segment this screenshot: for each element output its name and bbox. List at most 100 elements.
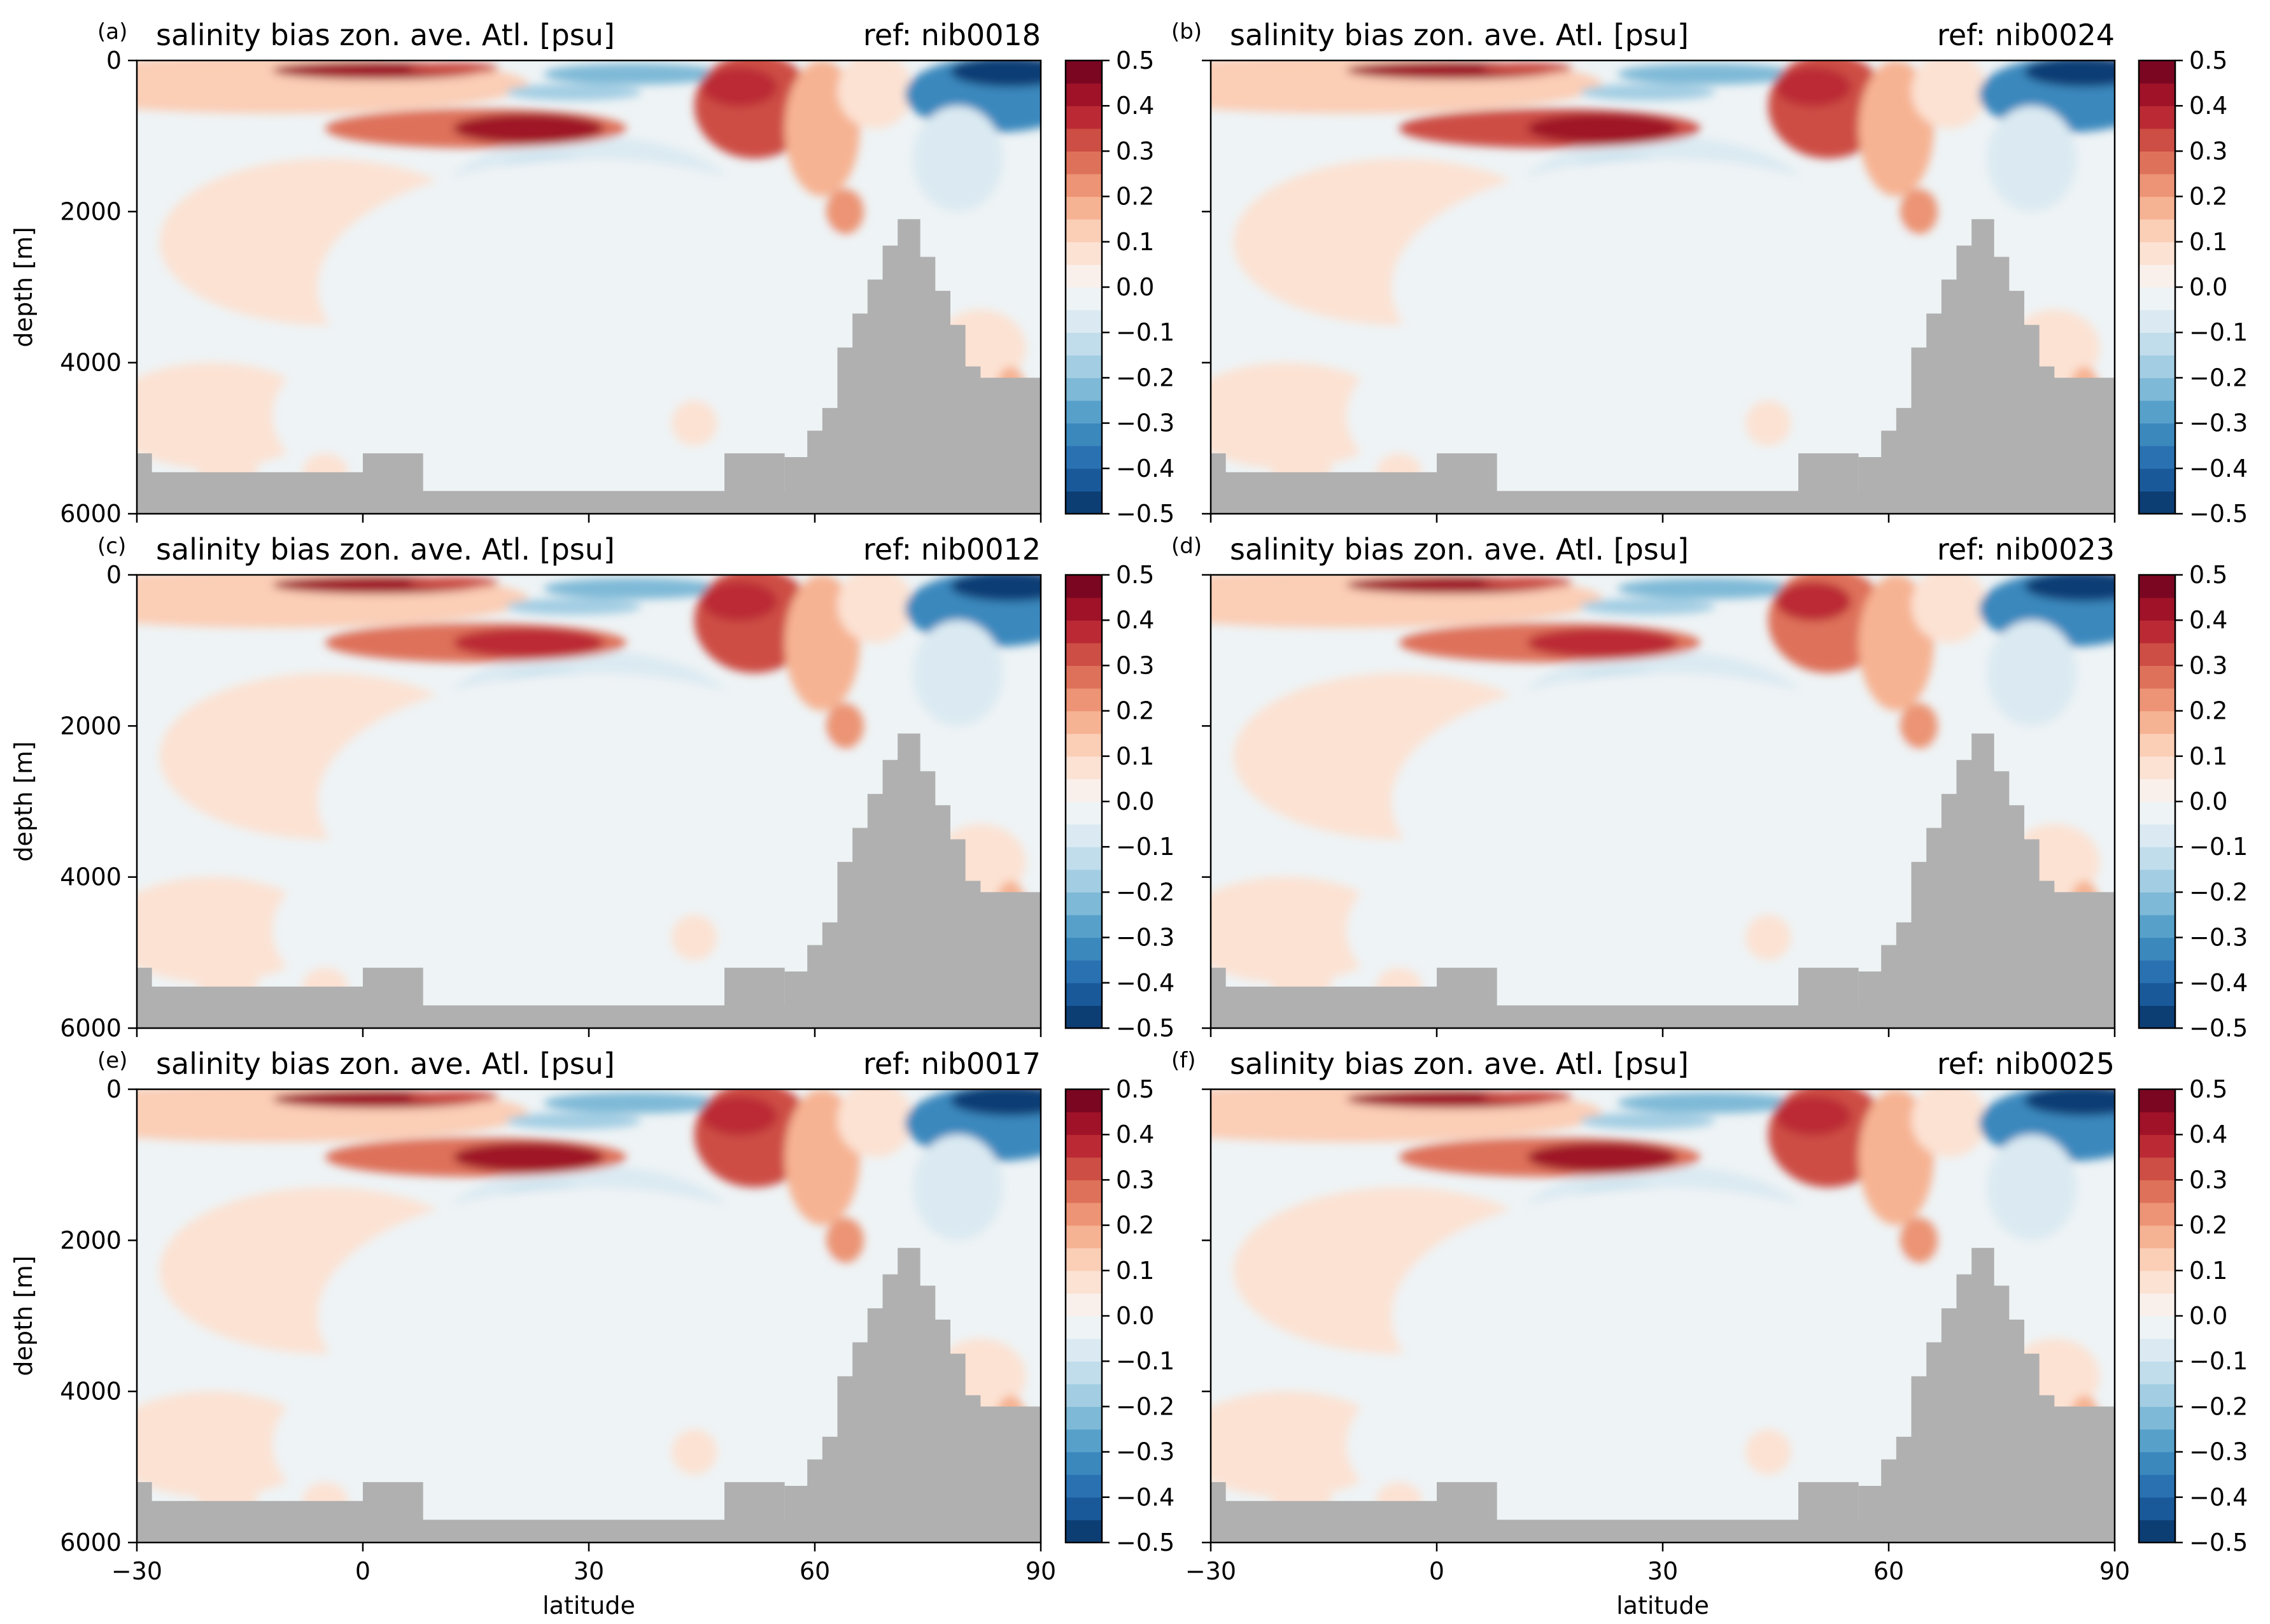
colorbar-tick-label: −0.3 (2189, 409, 2248, 437)
mid-ocean-ridge (784, 1248, 1041, 1543)
mid-ocean-ridge (1858, 1248, 2115, 1543)
bias-patch (1986, 620, 2077, 726)
bias-patch (837, 1089, 913, 1157)
colorbar-segment (1066, 332, 1102, 356)
bias-patch (672, 1429, 717, 1475)
colorbar-segment (1066, 847, 1102, 870)
colorbar-segment (2139, 756, 2175, 779)
colorbar-segment (2139, 1451, 2175, 1475)
panel-title: salinity bias zon. ave. Atl. [psu] (1230, 18, 1689, 52)
colorbar-segment (2139, 1520, 2175, 1543)
bias-patch (701, 1096, 777, 1136)
panel-a: 0 2000 4000 6000 depth [m] (a) salinity bias z… (10, 18, 1174, 528)
colorbar-segment (1066, 937, 1102, 961)
colorbar-segment (2139, 575, 2175, 598)
colorbar-tick-label: −0.5 (2189, 1529, 2248, 1557)
colorbar-segment (1066, 196, 1102, 220)
colorbar-tick-label: −0.3 (1116, 924, 1174, 952)
colorbar-segment (1066, 1451, 1102, 1475)
colorbar-segment (1066, 468, 1102, 491)
colorbar-tick-label: 0.5 (2189, 1075, 2227, 1103)
bias-patch (1745, 400, 1791, 446)
colorbar-tick-label: 0.5 (2189, 46, 2227, 74)
colorbar-segment (1066, 1112, 1102, 1135)
colorbar-segment (2139, 597, 2175, 621)
bias-patch (1579, 598, 1716, 615)
colorbar-segment (1066, 642, 1102, 666)
x-tick-label: −30 (1185, 1557, 1236, 1585)
bias-patch (1618, 577, 1798, 599)
colorbar-segment (2139, 1293, 2175, 1317)
colorbar-segment (1066, 423, 1102, 446)
bias-patch (1527, 628, 1678, 658)
bias-patch (505, 83, 642, 101)
colorbar-tick-label: −0.2 (1116, 878, 1174, 906)
bias-patch (1211, 877, 1392, 983)
colorbar-tick-label: −0.2 (2189, 364, 2248, 392)
bias-patch (408, 62, 498, 74)
ref-label: ref: nib0018 (863, 18, 1041, 52)
panel-letter: (d) (1171, 533, 1202, 559)
colorbar-segment (2139, 1248, 2175, 1271)
y-tick-label: 6000 (60, 500, 122, 528)
bias-patch (826, 188, 864, 234)
colorbar-tick-label: 0.1 (2189, 1257, 2227, 1285)
bias-patch (1346, 325, 1678, 507)
bias-field (1211, 575, 2115, 1028)
y-axis-label: depth [m] (10, 741, 38, 861)
colorbar-segment (2139, 779, 2175, 802)
colorbar-tick-label: 0.0 (1116, 787, 1154, 816)
colorbar-tick-label: 0.0 (2189, 1302, 2227, 1330)
x-tick-label: 30 (574, 1557, 604, 1585)
colorbar-segment (2139, 1338, 2175, 1362)
colorbar-tick-label: 0.2 (1116, 1211, 1154, 1239)
colorbar-tick-label: 0.0 (1116, 1302, 1154, 1330)
bias-patch (2024, 60, 2115, 87)
x-axis-label: latitude (542, 1592, 635, 1620)
colorbar-tick-label: −0.4 (2189, 1483, 2248, 1511)
colorbar-segment (1066, 1134, 1102, 1158)
bias-field (137, 60, 1041, 514)
bias-patch (1775, 67, 1851, 107)
panel-d: (d) salinity bias zon. ave. Atl. [psu] ref… (1171, 532, 2248, 1042)
colorbar-segment (1066, 446, 1102, 469)
bias-field (137, 1089, 1041, 1543)
bias-patch (672, 915, 717, 961)
colorbar-tick-label: −0.5 (1116, 1529, 1174, 1557)
colorbar-segment (2139, 1089, 2175, 1113)
colorbar-segment (1066, 309, 1102, 333)
colorbar-segment (1066, 779, 1102, 802)
colorbar-segment (1066, 1406, 1102, 1430)
bias-patch (826, 1217, 864, 1263)
bias-patch (837, 575, 913, 643)
colorbar-tick-label: −0.3 (2189, 924, 2248, 952)
ref-label: ref: nib0024 (1937, 18, 2115, 52)
bias-patch (2024, 575, 2115, 602)
colorbar-segment (1066, 1203, 1102, 1226)
seafloor (137, 968, 785, 1028)
colorbar-tick-label: 0.4 (1116, 1120, 1154, 1148)
x-tick-label: −30 (111, 1557, 162, 1585)
colorbar-tick-label: −0.2 (1116, 364, 1174, 392)
bias-patch (544, 63, 724, 85)
colorbar-segment (1066, 355, 1102, 378)
colorbar-segment (1066, 1497, 1102, 1520)
bias-patch (1900, 1217, 1938, 1263)
colorbar-segment (1066, 1474, 1102, 1498)
bias-patch (408, 576, 498, 589)
colorbar-segment (2139, 241, 2175, 265)
colorbar-tick-label: −0.1 (1116, 833, 1174, 861)
bias-patch (912, 620, 1003, 726)
colorbar-segment (2139, 309, 2175, 333)
colorbar-segment (1066, 733, 1102, 757)
colorbar-tick-label: 0.4 (1116, 92, 1154, 120)
colorbar-tick-label: −0.5 (2189, 1014, 2248, 1042)
bias-patch (453, 113, 604, 144)
mid-ocean-ridge (1858, 733, 2115, 1028)
colorbar-segment (2139, 710, 2175, 734)
x-tick-label: 0 (355, 1557, 370, 1585)
bias-field (137, 575, 1041, 1028)
colorbar: −0.5 −0.4 −0.3 −0.2 −0.1 0.0 0.1 0.2 0.3 0.4 0.5 (1064, 46, 1174, 528)
colorbar-tick-label: 0.3 (1116, 651, 1154, 679)
colorbar-segment (1066, 1005, 1102, 1029)
